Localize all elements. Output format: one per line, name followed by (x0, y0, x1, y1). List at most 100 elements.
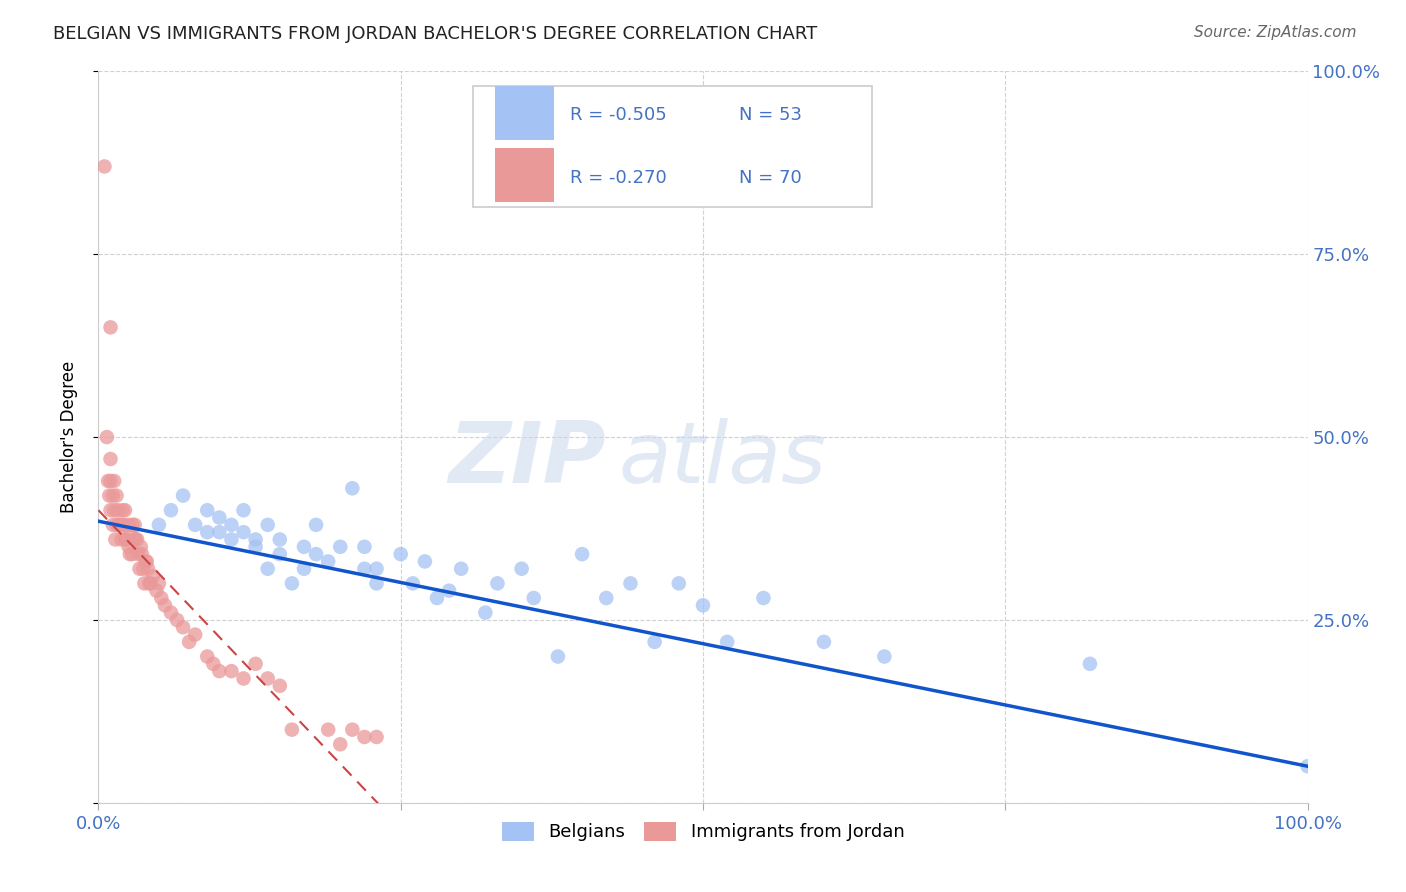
Point (316, 554, 339, 568)
Point (136, 562, 159, 576)
Point (245, 540, 267, 554)
Point (245, 533, 267, 547)
Point (692, 599, 714, 613)
Point (402, 576, 425, 591)
Point (450, 562, 472, 576)
Point (292, 540, 315, 554)
Point (329, 540, 352, 554)
Point (195, 503, 218, 517)
Point (148, 517, 170, 532)
Point (426, 591, 449, 605)
Point (172, 489, 194, 503)
Point (813, 635, 835, 649)
Text: BELGIAN VS IMMIGRANTS FROM JORDAN BACHELOR'S DEGREE CORRELATION CHART: BELGIAN VS IMMIGRANTS FROM JORDAN BACHEL… (53, 25, 818, 43)
Point (316, 723, 339, 737)
Point (103, 503, 125, 517)
Point (221, 517, 243, 532)
Point (108, 517, 131, 532)
Point (437, 583, 460, 598)
Point (160, 503, 183, 517)
Point (134, 576, 156, 591)
Point (571, 547, 593, 561)
Point (305, 517, 328, 532)
Point (160, 606, 183, 620)
Point (256, 672, 278, 686)
Point (292, 562, 315, 576)
Point (121, 517, 143, 532)
Point (179, 635, 201, 649)
Point (118, 517, 141, 532)
Point (474, 606, 496, 620)
Point (103, 474, 125, 488)
Point (195, 649, 218, 664)
Point (110, 533, 132, 547)
Legend: Belgians, Immigrants from Jordan: Belgians, Immigrants from Jordan (495, 814, 911, 848)
Point (232, 503, 254, 517)
Point (138, 576, 160, 591)
Y-axis label: Bachelor's Degree: Bachelor's Degree (59, 361, 77, 513)
Point (100, 320, 122, 334)
Point (93, 160, 115, 174)
Text: atlas: atlas (619, 417, 827, 500)
Point (1296, 759, 1319, 773)
Point (353, 562, 375, 576)
Point (153, 599, 176, 613)
Point (129, 540, 152, 554)
Point (342, 723, 364, 737)
Point (131, 547, 153, 561)
Point (172, 620, 194, 634)
Point (120, 525, 142, 540)
Point (128, 562, 150, 576)
Point (208, 510, 231, 524)
Point (1078, 657, 1101, 671)
Point (100, 474, 122, 488)
Text: R = -0.270: R = -0.270 (569, 169, 666, 186)
Point (873, 649, 896, 664)
Point (208, 664, 231, 678)
Point (366, 562, 388, 576)
Point (145, 583, 167, 598)
Point (139, 576, 162, 591)
Point (353, 730, 375, 744)
Point (510, 562, 533, 576)
Point (208, 525, 231, 540)
Point (595, 591, 617, 605)
Point (105, 489, 128, 503)
Point (413, 554, 436, 568)
Point (486, 576, 509, 591)
Point (221, 664, 243, 678)
Point (184, 627, 207, 641)
Point (366, 730, 388, 744)
Point (105, 517, 128, 532)
Point (132, 562, 155, 576)
Point (366, 576, 388, 591)
Text: N = 53: N = 53 (740, 106, 803, 124)
Point (329, 737, 352, 751)
Point (619, 576, 641, 591)
Point (256, 562, 278, 576)
FancyBboxPatch shape (495, 148, 554, 202)
Point (305, 547, 328, 561)
Point (281, 576, 304, 591)
Point (269, 547, 291, 561)
Point (125, 533, 148, 547)
FancyBboxPatch shape (495, 86, 554, 140)
Point (108, 517, 131, 532)
Point (202, 657, 225, 671)
Point (100, 503, 122, 517)
Point (124, 533, 146, 547)
Point (111, 503, 134, 517)
Point (124, 517, 146, 532)
Point (107, 503, 129, 517)
Point (114, 503, 136, 517)
Point (101, 517, 124, 532)
Point (101, 489, 124, 503)
Point (98, 489, 121, 503)
Point (523, 591, 546, 605)
Point (281, 723, 304, 737)
Point (135, 554, 157, 568)
Point (221, 533, 243, 547)
Point (112, 517, 135, 532)
Text: Source: ZipAtlas.com: Source: ZipAtlas.com (1194, 25, 1357, 40)
Point (389, 547, 412, 561)
